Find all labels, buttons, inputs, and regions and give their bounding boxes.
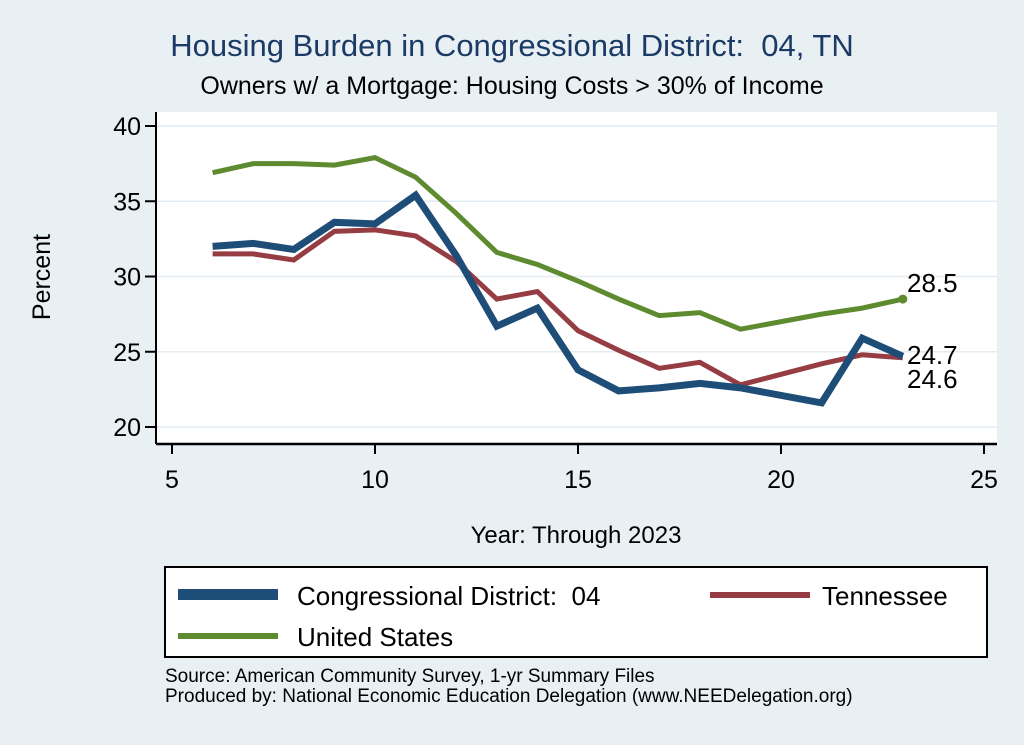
y-tick-label: 25 xyxy=(113,339,141,367)
source-line-1: Source: American Community Survey, 1-yr … xyxy=(165,666,655,687)
series-line-tennessee xyxy=(212,227,903,388)
x-tick-label: 25 xyxy=(970,466,998,494)
end-label-district: 24.7 xyxy=(907,340,958,370)
series-line-us xyxy=(212,154,904,332)
legend-swatch-tennessee xyxy=(710,592,810,598)
source-line-2: Produced by: National Economic Education… xyxy=(165,686,853,707)
end-label-us: 28.5 xyxy=(907,268,958,298)
series-line-district xyxy=(212,190,905,407)
y-tick-label: 30 xyxy=(113,264,141,292)
legend: Congressional District: 04 Tennessee Uni… xyxy=(164,566,988,658)
legend-swatch-us xyxy=(178,633,278,639)
x-tick-label: 15 xyxy=(564,466,592,494)
x-axis-title: Year: Through 2023 xyxy=(470,522,682,549)
x-tick-label: 10 xyxy=(361,466,389,494)
y-tick-label: 35 xyxy=(113,188,141,216)
end-label-tennessee: 24.6 xyxy=(907,364,958,394)
legend-swatch-district xyxy=(178,589,278,600)
legend-label-district: Congressional District: 04 xyxy=(297,581,601,611)
y-axis-title: Percent xyxy=(28,233,56,321)
chart-subtitle: Owners w/ a Mortgage: Housing Costs > 30… xyxy=(200,72,824,100)
x-tick-label: 5 xyxy=(165,466,179,494)
chart-title: Housing Burden in Congressional District… xyxy=(170,28,854,63)
source-note: Source: American Community Survey, 1-yr … xyxy=(165,667,853,707)
series-end-marker-us xyxy=(898,294,908,304)
legend-label-tennessee: Tennessee xyxy=(822,581,948,611)
y-tick-label: 20 xyxy=(113,414,141,442)
legend-label-us: United States xyxy=(297,622,454,652)
y-tick-label: 40 xyxy=(113,113,141,141)
x-tick-label: 20 xyxy=(767,466,795,494)
